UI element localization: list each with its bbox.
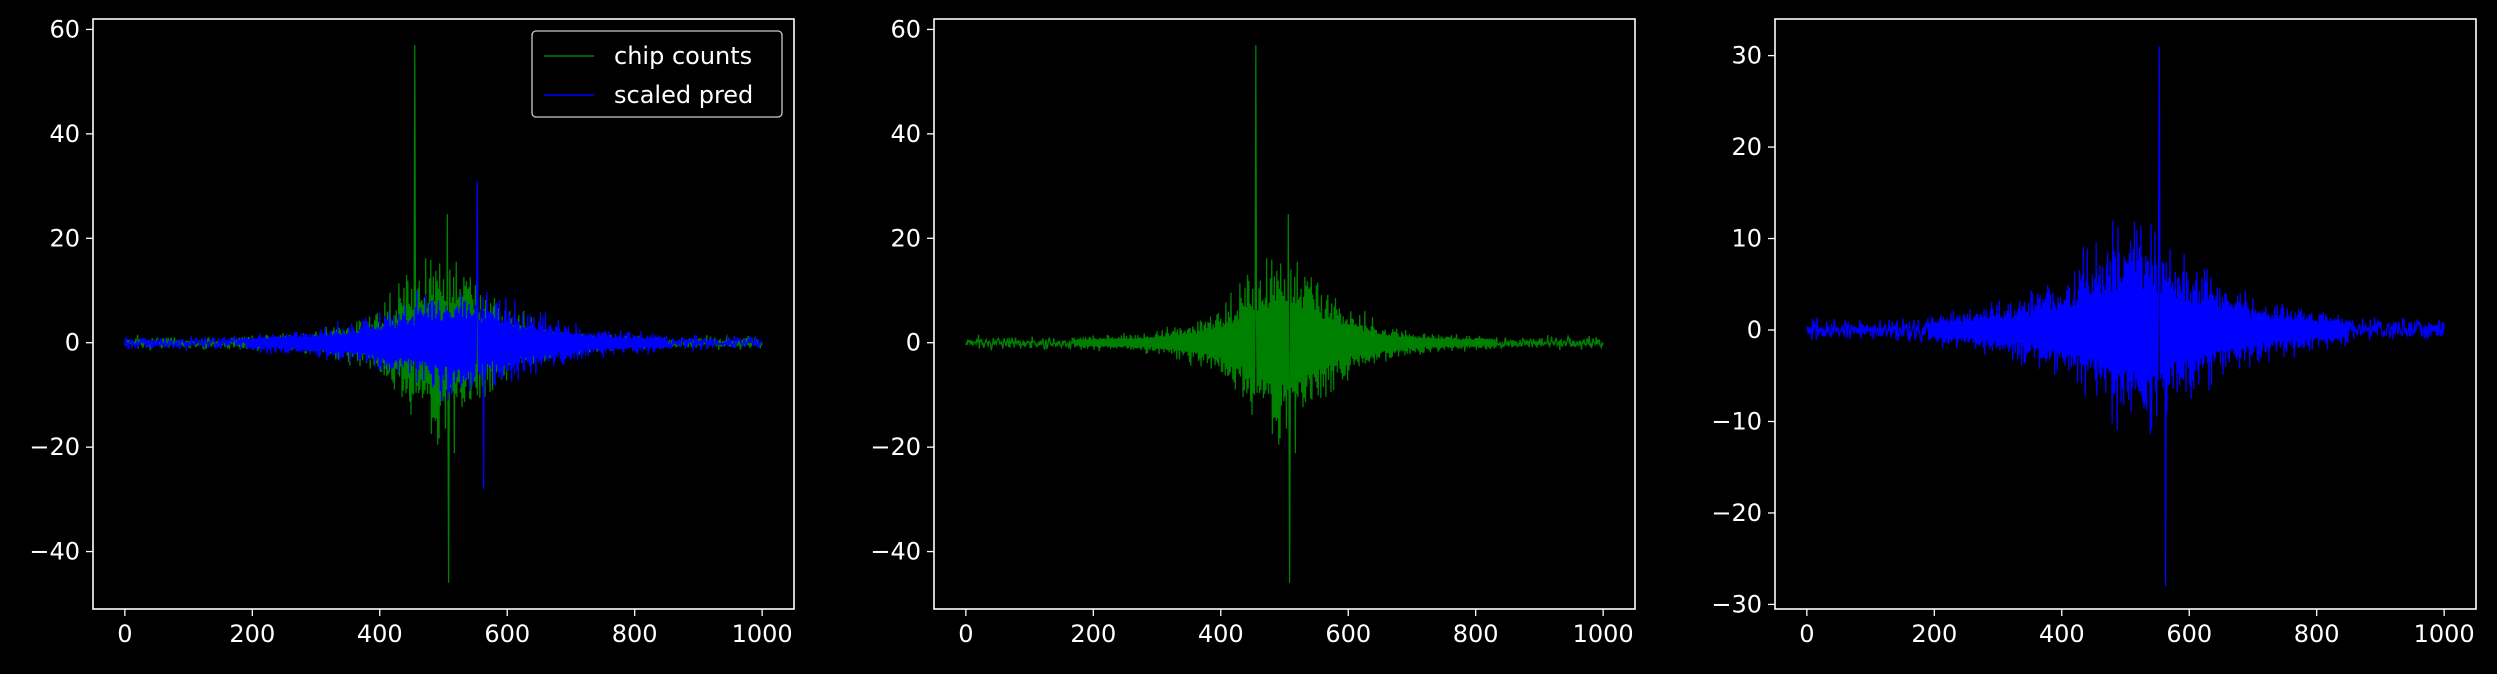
y-tick-label: 20 [890, 224, 921, 252]
x-tick-label: 800 [2294, 620, 2340, 648]
y-tick-label: −40 [870, 538, 921, 566]
series-line-series-1 [1806, 46, 2445, 587]
axes-frame [92, 18, 795, 610]
y-tick-label: 40 [890, 120, 921, 148]
y-tick-label: 60 [890, 15, 921, 43]
x-tick-label: 200 [229, 620, 275, 648]
legend: chip counts scaled pred [531, 30, 783, 118]
y-tick-label: 0 [906, 329, 921, 357]
y-tick-label: −10 [1711, 407, 1762, 435]
y-tick-label: −20 [29, 433, 80, 461]
legend-label: chip counts [614, 42, 752, 70]
x-tick-label: 800 [1453, 620, 1499, 648]
x-tick-label: 0 [958, 620, 973, 648]
x-tick-label: 600 [1325, 620, 1371, 648]
y-tick-label: 40 [49, 120, 80, 148]
series-line-scaled-pred [124, 180, 763, 489]
y-tick-label: −20 [1711, 499, 1762, 527]
y-tick-label: 0 [1747, 316, 1762, 344]
y-tick-label: 10 [1731, 225, 1762, 253]
legend-box [531, 30, 783, 118]
x-tick-label: 800 [612, 620, 658, 648]
x-tick-label: 1000 [2414, 620, 2475, 648]
x-tick-label: 1000 [1573, 620, 1634, 648]
x-tick-label: 200 [1911, 620, 1957, 648]
x-tick-label: 400 [2039, 620, 2085, 648]
x-tick-label: 200 [1070, 620, 1116, 648]
y-tick-label: 0 [65, 329, 80, 357]
x-tick-label: 600 [484, 620, 530, 648]
series-line-series-1 [965, 45, 1604, 583]
chart-panel-2: 0 200 400 600 800 1000 −40 −20 0 20 40 60 [870, 15, 1636, 648]
x-tick-label: 400 [357, 620, 403, 648]
y-tick-label: −30 [1711, 590, 1762, 618]
y-tick-label: 20 [1731, 133, 1762, 161]
x-tick-label: 600 [2166, 620, 2212, 648]
y-tick-label: 20 [49, 224, 80, 252]
x-tick-label: 400 [1198, 620, 1244, 648]
chart-panel-1: 0 200 400 600 800 1000 −40 −20 0 20 40 60 chip count… [29, 15, 795, 648]
x-tick-label: 0 [1799, 620, 1814, 648]
x-tick-label: 1000 [732, 620, 793, 648]
axes-frame [933, 18, 1636, 610]
legend-label: scaled pred [614, 81, 753, 109]
y-tick-label: −20 [870, 433, 921, 461]
x-tick-label: 0 [117, 620, 132, 648]
axes-frame [1774, 18, 2477, 610]
y-tick-label: 30 [1731, 42, 1762, 70]
chart-panel-3: 0 200 400 600 800 1000 −30 −20 −10 0 10 20 30 [1711, 18, 2477, 648]
y-tick-label: 60 [49, 15, 80, 43]
y-tick-label: −40 [29, 538, 80, 566]
